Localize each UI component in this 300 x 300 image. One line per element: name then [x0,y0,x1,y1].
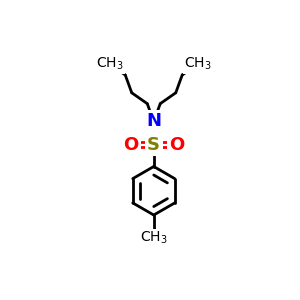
Text: S: S [147,136,160,154]
Text: CH$_3$: CH$_3$ [140,230,168,246]
Text: CH$_3$: CH$_3$ [96,56,124,72]
Text: CH$_3$: CH$_3$ [184,56,212,72]
Text: O: O [123,136,138,154]
Text: N: N [146,112,161,130]
Text: O: O [169,136,184,154]
